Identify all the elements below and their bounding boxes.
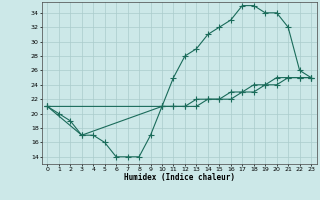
X-axis label: Humidex (Indice chaleur): Humidex (Indice chaleur)	[124, 173, 235, 182]
